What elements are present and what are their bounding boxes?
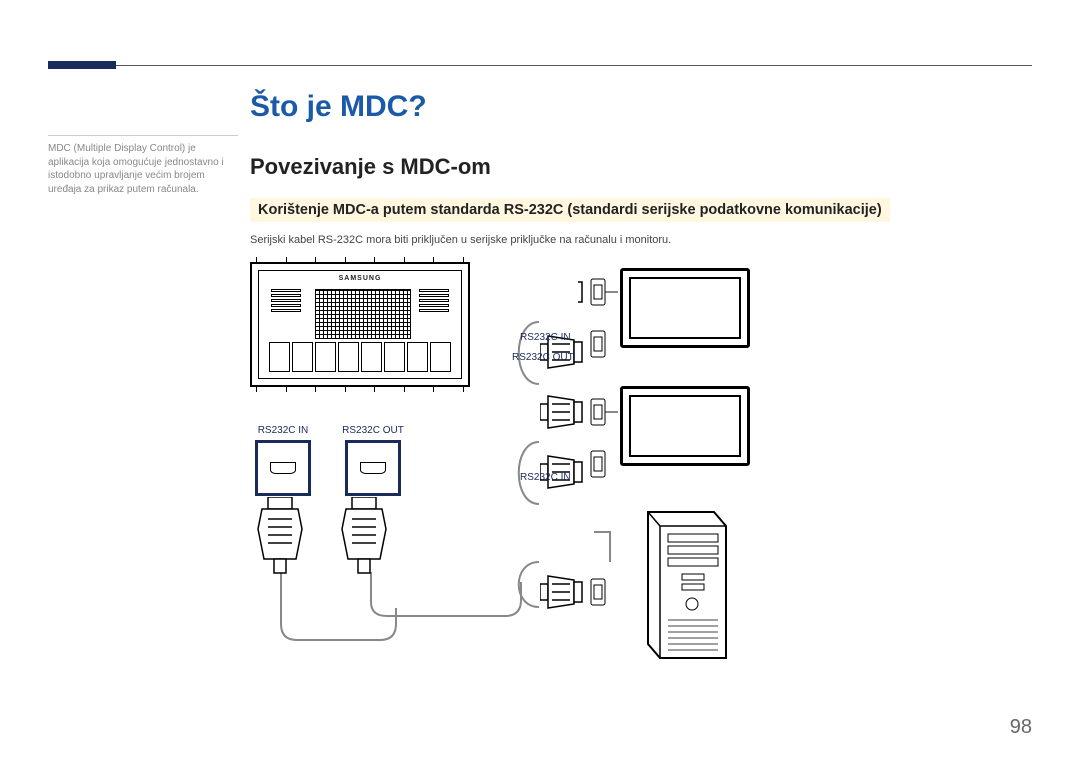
margin-note: MDC (Multiple Display Control) je aplika… [48,135,238,196]
display-back-panel: SAMSUNG [250,262,470,387]
connector-label: RS232C IN [520,472,571,483]
db9-plug-icon [336,497,392,582]
chapter-tab [48,61,116,69]
db9-socket-small-icon [590,278,604,306]
body-paragraph: Serijski kabel RS-232C mora biti priklju… [250,234,1032,246]
db9-socket-icon [360,462,386,474]
cable-plugs-left [252,497,392,582]
db9-socket-small-icon [590,330,604,358]
section-heading: Povezivanje s MDC-om [250,154,1032,180]
db9-socket-small-icon [590,450,604,478]
connector-label: RS232C OUT [512,352,574,363]
monitor-icon [620,268,750,348]
port-box [255,440,311,496]
device-brand-label: SAMSUNG [339,275,382,282]
db9-socket-small-icon [590,578,604,606]
db9-plug-horizontal-icon [540,382,584,447]
db9-socket-icon [270,462,296,474]
vent-grid [315,289,411,339]
connection-diagram: SAMSUNG RS232C IN RS232C OUT [250,262,770,662]
connector-label: RS232C IN [520,332,571,343]
main-content: Što je MDC? Povezivanje s MDC-om Korište… [250,90,1032,662]
port-label: RS232C IN [258,425,309,436]
port-label: RS232C OUT [342,425,404,436]
db9-plug-horizontal-icon [540,262,578,324]
db9-plug-horizontal-icon [540,562,584,627]
port-group-left: RS232C IN RS232C OUT [252,425,472,496]
db9-plug-icon [252,497,308,582]
header-rule [48,65,1032,66]
page-title: Što je MDC? [250,90,1032,124]
monitor-icon [620,386,750,466]
port-box [345,440,401,496]
pc-tower-icon [628,508,708,658]
port-rs232c-in: RS232C IN [252,425,314,496]
subsection-heading: Korištenje MDC-a putem standarda RS-232C… [250,198,890,222]
db9-socket-small-icon [590,398,604,426]
margin-note-text: MDC (Multiple Display Control) je aplika… [48,142,238,196]
page-number: 98 [1010,716,1032,739]
port-rs232c-out: RS232C OUT [342,425,404,496]
